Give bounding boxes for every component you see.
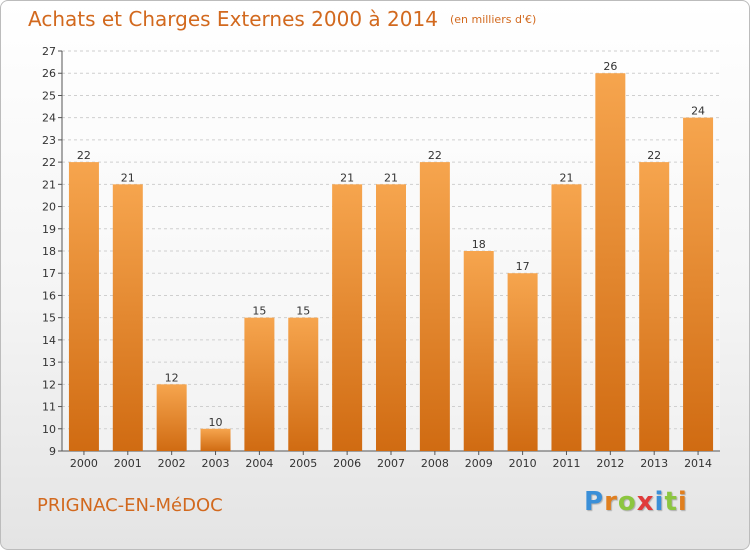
bar [156,384,187,451]
chart-title: Achats et Charges Externes 2000 à 2014 [28,7,438,31]
x-tick-label: 2010 [509,457,537,470]
x-tick-label: 2000 [70,457,98,470]
chart-subtitle: (en milliers d'€) [449,13,537,26]
y-tick-label: 21 [42,178,56,191]
value-label: 21 [559,171,573,184]
value-label: 18 [472,238,486,251]
value-label: 24 [691,105,705,118]
value-label: 17 [516,260,530,273]
y-tick-label: 16 [42,289,56,302]
x-tick-label: 2011 [552,457,580,470]
y-tick-label: 26 [42,67,56,80]
value-label: 22 [647,149,661,162]
proxiti-logo[interactable]: Proxiti [584,487,688,517]
y-tick-label: 22 [42,156,56,169]
y-tick-label: 13 [42,356,56,369]
y-tick-label: 18 [42,245,56,258]
bar [288,317,319,451]
logo-letter: i [677,487,688,517]
logo-letter: t [664,487,678,517]
bar [595,73,626,451]
x-tick-label: 2003 [202,457,230,470]
x-tick-label: 2001 [114,457,142,470]
value-label: 22 [77,149,91,162]
y-tick-label: 25 [42,89,56,102]
bar [463,251,494,451]
value-label: 12 [165,371,179,384]
x-tick-label: 2014 [684,457,712,470]
x-tick-label: 2012 [596,457,624,470]
logo-letter: r [604,487,618,517]
x-tick-label: 2007 [377,457,405,470]
logo-letter: o [617,487,637,517]
x-tick-label: 2004 [245,457,273,470]
x-tick-label: 2008 [421,457,449,470]
bar [551,184,582,452]
y-tick-label: 17 [42,267,56,280]
bar [507,273,538,451]
y-tick-label: 24 [42,112,56,125]
value-label: 21 [121,171,135,184]
logo-letter: x [636,487,655,517]
y-tick-label: 11 [42,401,56,414]
x-tick-label: 2005 [289,457,317,470]
x-tick-label: 2013 [640,457,668,470]
x-tick-label: 2009 [465,457,493,470]
value-label: 26 [603,60,617,73]
x-tick-label: 2002 [158,457,186,470]
y-tick-label: 9 [49,445,56,458]
x-tick-label: 2006 [333,457,361,470]
y-tick-label: 12 [42,378,56,391]
value-label: 21 [340,171,354,184]
y-tick-label: 20 [42,201,56,214]
bar [244,317,275,451]
bar [112,184,143,452]
y-tick-label: 14 [42,334,56,347]
logo-letter: i [654,487,665,517]
town-name: PRIGNAC-EN-MéDOC [37,495,223,516]
y-tick-label: 15 [42,312,56,325]
bar [200,428,231,451]
logo-letter: P [584,487,605,517]
bar [683,117,714,452]
value-label: 10 [209,416,223,429]
value-label: 21 [384,171,398,184]
y-tick-label: 10 [42,423,56,436]
bar [419,162,450,451]
y-tick-label: 19 [42,223,56,236]
y-tick-label: 23 [42,134,56,147]
value-label: 15 [252,305,266,318]
bar [68,162,99,451]
y-tick-label: 27 [42,45,56,58]
value-label: 15 [296,305,310,318]
bar [639,162,670,451]
bar [332,184,363,452]
value-label: 22 [428,149,442,162]
bar [376,184,406,452]
chart-title-line: Achats et Charges Externes 2000 à 2014 (e… [28,7,536,31]
